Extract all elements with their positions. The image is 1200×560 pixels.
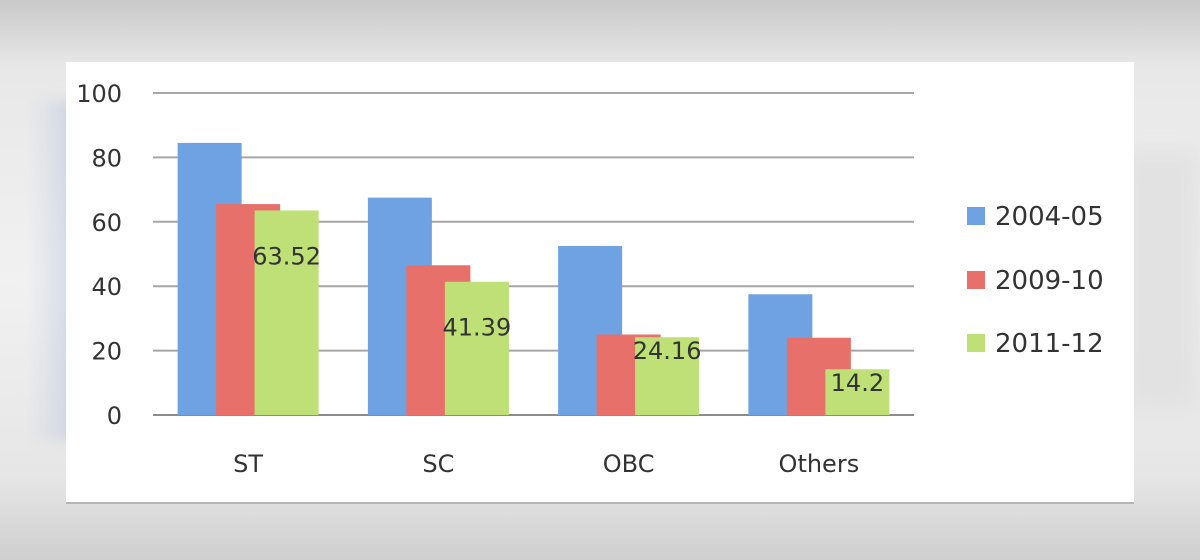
y-tick-label: 0	[107, 402, 122, 430]
y-axis-tick-labels: 0 20 40 60 80 100	[76, 80, 122, 430]
x-axis-tick-labels: ST SC OBC Others	[233, 450, 859, 478]
legend-swatch-2009-10	[967, 271, 985, 289]
y-tick-label: 80	[91, 144, 122, 172]
bar-2011-12-SC	[444, 281, 509, 415]
bar-2011-12-ST	[254, 210, 319, 415]
x-tick-label: Others	[779, 450, 860, 478]
y-tick-label: 20	[91, 338, 122, 366]
y-tick-label: 100	[76, 80, 122, 108]
data-label: 14.2	[831, 369, 884, 397]
x-tick-label: ST	[233, 450, 263, 478]
bar-chart: 0 20 40 60 80 100 ST SC OBC Others 63.52 41.39 24.…	[76, 80, 1104, 478]
legend-label: 2011-12	[995, 329, 1104, 359]
legend-label: 2009-10	[995, 266, 1104, 296]
data-label: 41.39	[443, 314, 512, 342]
bar-2011-12-OBC	[635, 337, 700, 415]
data-label: 24.16	[633, 337, 702, 365]
x-tick-label: OBC	[603, 450, 655, 478]
x-tick-label: SC	[422, 450, 454, 478]
bar-2011-12-Others	[825, 369, 890, 415]
legend-label: 2004-05	[995, 202, 1104, 232]
y-tick-label: 40	[91, 273, 122, 301]
chart-panel: 0 20 40 60 80 100 ST SC OBC Others 63.52 41.39 24.…	[66, 62, 1134, 504]
data-label: 63.52	[252, 242, 321, 270]
bars	[177, 142, 890, 415]
legend-swatch-2004-05	[967, 207, 985, 225]
legend-swatch-2011-12	[967, 334, 985, 352]
legend: 2004-05 2009-10 2011-12	[967, 202, 1104, 359]
y-tick-label: 60	[91, 209, 122, 237]
data-labels: 63.52 41.39 24.16 14.2	[252, 242, 884, 397]
